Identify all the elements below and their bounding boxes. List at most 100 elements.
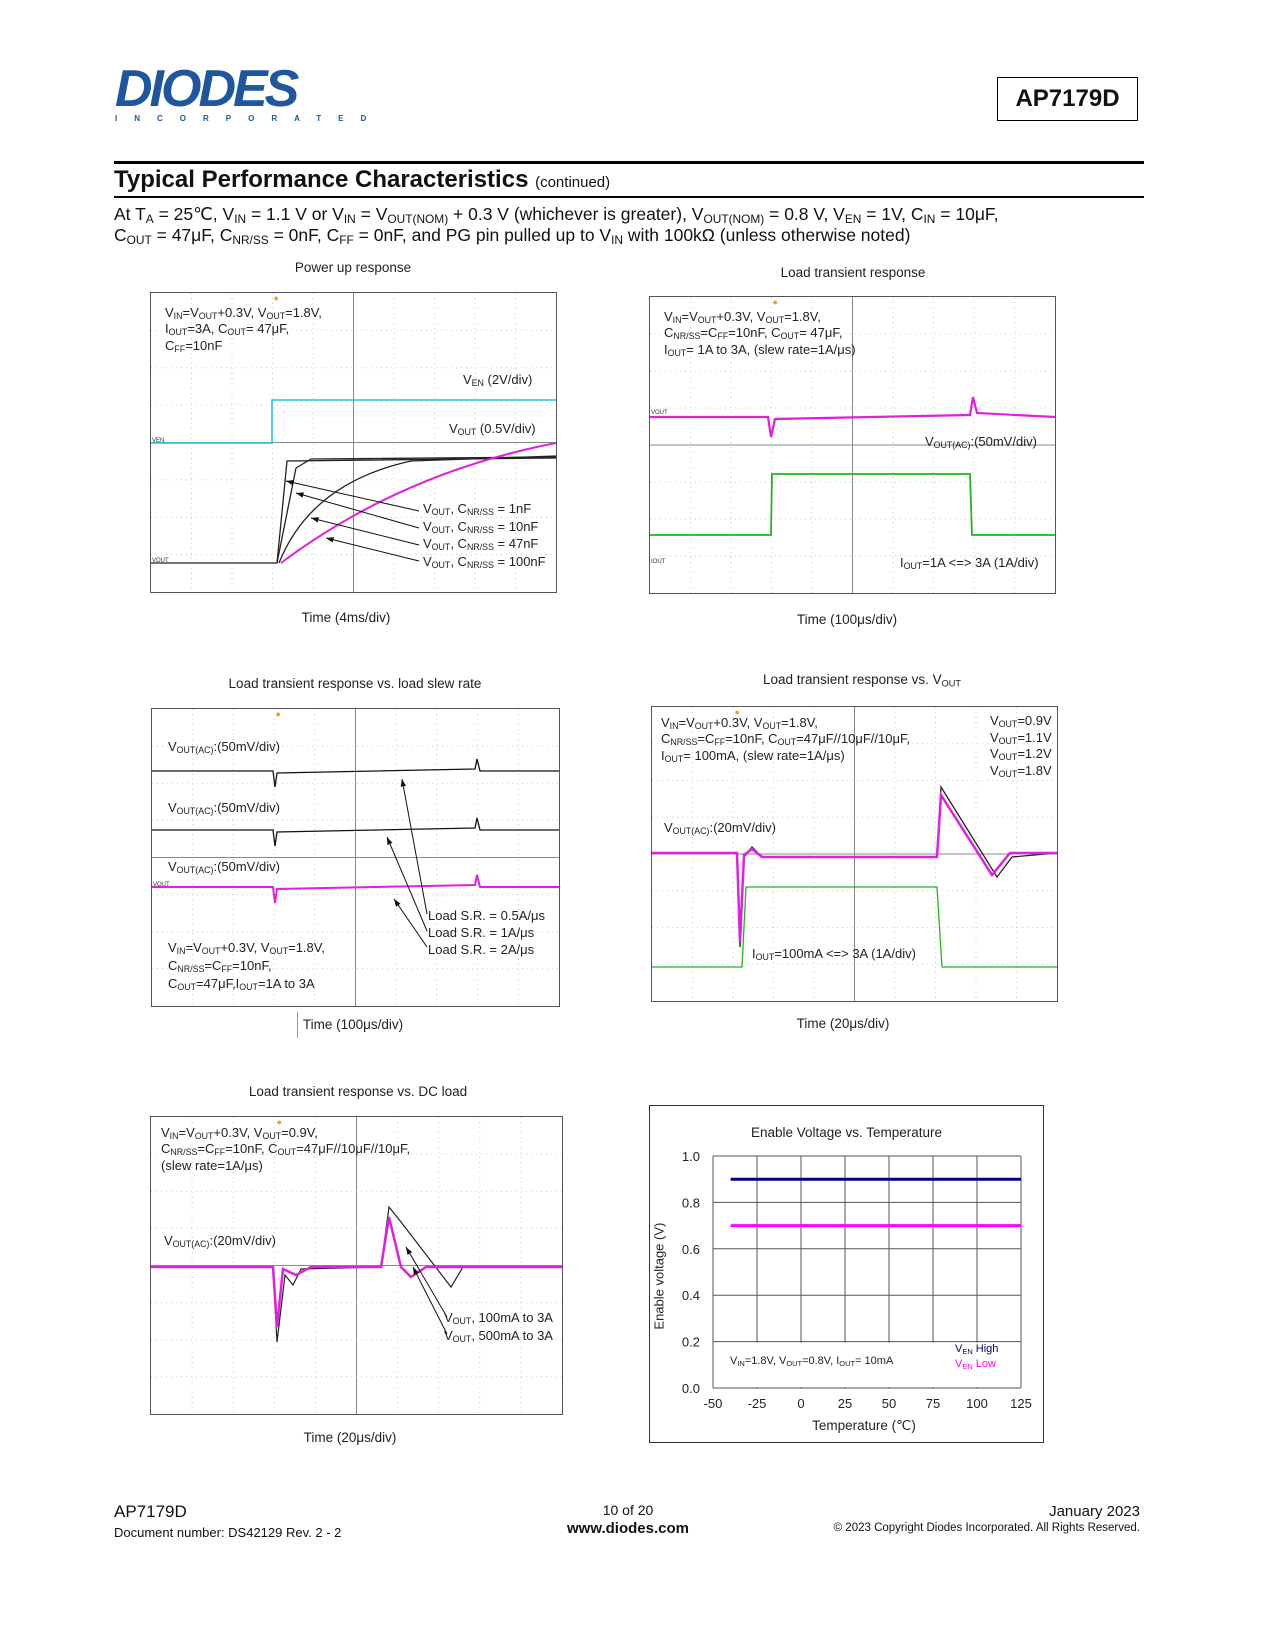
channel-marker: VOUT <box>152 558 169 564</box>
text-line: VIN=VOUT+0.3V, VOUT=1.8V, <box>168 940 325 957</box>
diodes-logo: DIODES INCORPORATED <box>115 60 384 128</box>
arrow-head <box>387 837 393 845</box>
footer-date: January 2023 <box>1049 1503 1140 1520</box>
curve-legend: VOUT, CNR/SS = 1nF VOUT, CNR/SS = 10nF VOU… <box>423 500 546 570</box>
time-scale: Time (4ms/div) <box>301 610 391 625</box>
time-scale: Time (100μs/div) <box>302 1017 404 1032</box>
arrow-line <box>310 517 420 546</box>
test-conditions-line2: COUT = 47μF, CNR/SS = 0nF, CFF = 0nF, an… <box>114 225 911 247</box>
iout-trace <box>652 886 1057 968</box>
arrow-line <box>412 1266 448 1335</box>
plot-title: Load transient response <box>780 265 926 280</box>
vout-trace <box>152 874 559 904</box>
divider <box>297 1012 298 1038</box>
footer-part: AP7179D <box>114 1502 187 1521</box>
text-line: VOUT=1.8V <box>990 762 1052 779</box>
scope-vs-dc-load: ● VIN=VOUT+0.3V, VOUT=0.9V, CNR/SS=CFF=10… <box>150 1116 563 1415</box>
plot-conditions: VIN=VOUT+0.3V, VOUT=1.8V, IOUT=3A, COUT= … <box>165 305 322 354</box>
text-line: CNR/SS=CFF=10nF, <box>168 958 272 975</box>
vout-label: VOUT(AC):(50mV/div) <box>168 800 280 817</box>
time-scale: Time (100μs/div) <box>796 612 898 627</box>
plot-title: Load transient response vs. DC load <box>248 1084 468 1099</box>
text-line: CNR/SS=CFF=10nF, COUT=47μF//10μF//10μF, <box>661 731 911 748</box>
text-line: Load S.R. = 0.5A/μs <box>428 908 545 923</box>
text-line: VOUT=1.1V <box>990 729 1052 746</box>
part-number-box: AP7179D <box>997 77 1138 121</box>
footer-copyright: © 2023 Copyright Diodes Incorporated. Al… <box>833 1522 1140 1534</box>
y-tick-label: 0.6 <box>682 1242 700 1257</box>
website-link[interactable]: www.diodes.com <box>567 1520 689 1537</box>
divider <box>114 196 1144 198</box>
curve-legend: VOUT, 100mA to 3A VOUT, 500mA to 3A <box>444 1309 553 1345</box>
divider <box>114 161 1144 164</box>
slew-rate-legend: Load S.R. = 0.5A/μs Load S.R. = 1A/μs Load… <box>428 907 545 958</box>
annotation-backdrop <box>720 1342 1020 1387</box>
iout-trace <box>650 473 1055 536</box>
channel-marker: VEN <box>152 438 165 444</box>
x-tick-label: 75 <box>926 1396 940 1411</box>
arrow-head <box>296 492 304 498</box>
plot-title: Load transient response vs. load slew ra… <box>228 676 482 691</box>
logo-wordmark: DIODES <box>115 60 299 118</box>
channel-marker: VOUT <box>153 882 170 888</box>
text-line: VOUT, CNR/SS = 10nF <box>423 518 539 535</box>
trigger-marker: ● <box>277 1117 282 1127</box>
scope-grid: ● <box>151 1117 562 1414</box>
x-tick-label: 25 <box>838 1396 852 1411</box>
chart-svg: -50 -25 0 25 50 75 100 125 0.0 0.2 0.4 0.6 0.8 1.0 <box>682 1149 1032 1411</box>
y-tick-label: 0.0 <box>682 1381 700 1396</box>
arrow-line <box>405 1246 448 1318</box>
x-tick-label: 50 <box>882 1396 896 1411</box>
scope-slew-rate: ● VOUT(AC):(50mV/div) VOUT(AC):(50mV/div… <box>151 708 560 1007</box>
plot-conditions: VIN=VOUT+0.3V, VOUT=1.8V, CNR/SS=CFF=10nF… <box>664 309 856 358</box>
vout-100mA-trace <box>151 1216 562 1328</box>
ven-trace <box>151 399 556 444</box>
y-tick-label: 0.8 <box>682 1195 700 1210</box>
text-line: COUT=47μF,IOUT=1A to 3A <box>168 976 315 993</box>
vout-trace <box>152 817 559 847</box>
text-line: CFF=10nF <box>165 337 223 354</box>
arrow-head <box>286 479 294 486</box>
vout-1nF-trace <box>151 457 556 564</box>
text-line: IOUT= 100mA, (slew rate=1A/μs) <box>661 747 845 764</box>
text-line: CNR/SS=CFF=10nF, COUT= 47μF, <box>664 325 843 342</box>
plot-conditions: VIN=VOUT+0.3V, VOUT=1.8V, CNR/SS=CFF=10nF… <box>168 939 325 993</box>
continued-label: (continued) <box>535 174 611 191</box>
chart-title: Enable Voltage vs. Temperature <box>750 1125 943 1140</box>
text-line: IOUT= 1A to 3A, (slew rate=1A/μs) <box>664 341 856 358</box>
chart-annotation: VIN=1.8V, VOUT=0.8V, IOUT= 10mA <box>730 1355 894 1368</box>
arrow-line <box>393 898 428 948</box>
x-axis-label: Temperature (℃) <box>812 1418 916 1433</box>
y-tick-label: 1.0 <box>682 1149 700 1164</box>
scope-grid: ● <box>650 297 1055 593</box>
arrow-head <box>400 779 407 787</box>
arrow-head <box>413 1267 419 1275</box>
arrow-line <box>325 537 420 562</box>
arrow-head <box>311 517 319 523</box>
y-tick-label: 0.4 <box>682 1288 700 1303</box>
scope-grid: ● <box>652 707 1057 1001</box>
vout-label: VOUT (0.5V/div) <box>449 421 536 438</box>
channel-marker: IOUT <box>651 559 666 565</box>
x-tick-label: -50 <box>704 1396 723 1411</box>
logo-subtext: INCORPORATED <box>115 114 384 123</box>
x-tick-label: 100 <box>966 1396 988 1411</box>
legend-ven-high: VEN High <box>955 1343 999 1356</box>
text-line: VOUT=0.9V <box>990 713 1052 730</box>
vout-label: VOUT(AC):(50mV/div) <box>168 739 280 756</box>
time-scale: Time (20μs/div) <box>303 1430 397 1445</box>
legend-ven-low: VEN Low <box>955 1358 996 1371</box>
vout-trace <box>152 758 559 788</box>
ven-label: VEN (2V/div) <box>463 372 533 389</box>
text-line: CNR/SS=CFF=10nF, COUT=47μF//10μF//10μF, <box>161 1141 411 1158</box>
vout-label: VOUT(AC):(50mV/div) <box>925 434 1037 451</box>
text-line: VOUT=1.2V <box>990 746 1052 763</box>
page-number: 10 of 20 <box>602 1502 654 1518</box>
section-title-text: Typical Performance Characteristics <box>114 166 529 193</box>
vout-47nF-trace <box>278 455 556 564</box>
plot-title: Load transient response vs. VOUT <box>763 672 961 689</box>
x-tick-label: 0 <box>797 1396 804 1411</box>
arrow-head <box>394 899 401 907</box>
text-line: VOUT, CNR/SS = 1nF <box>423 501 532 518</box>
scope-load-transient: ● VIN=VOUT+0.3V, VOUT=1.8V, CNR/SS=CFF=10… <box>649 296 1056 594</box>
